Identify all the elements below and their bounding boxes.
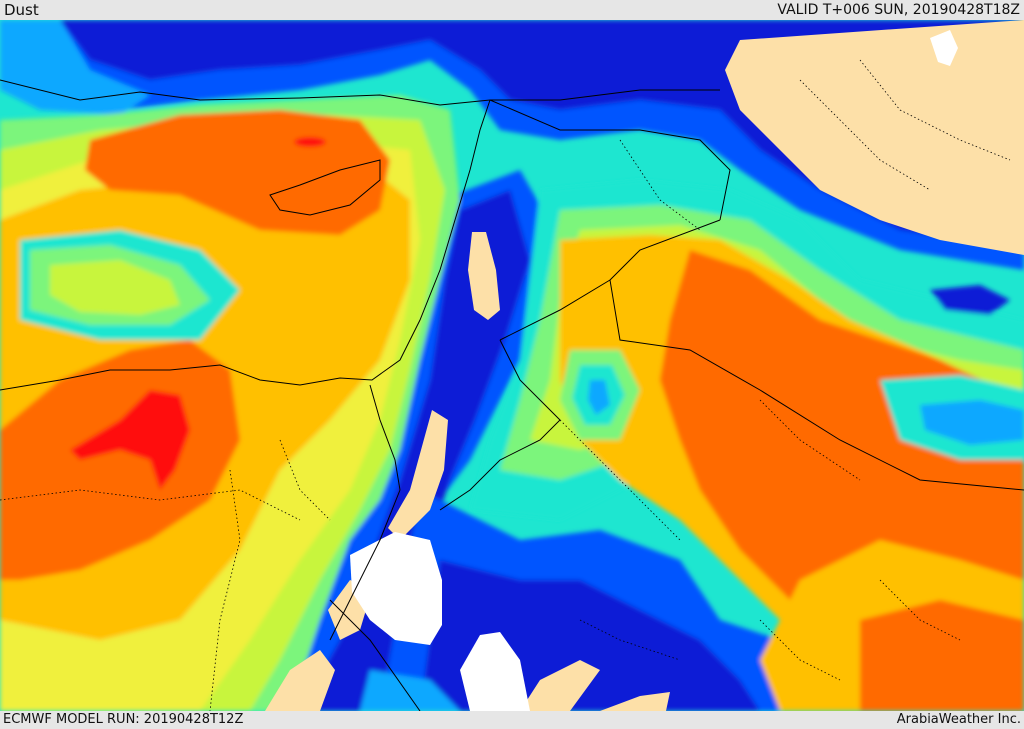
field-redsea-deep [300,190,530,711]
cyprus [269,159,381,216]
field-north-sky [0,20,150,115]
product-title: Dust [4,1,39,19]
coastline-redsea-east [439,339,561,511]
masked-land-farasan [388,410,448,540]
field-central-sky [588,380,610,415]
valid-time: VALID T+006 SUN, 20190428T18Z [777,2,1020,18]
field-south-orange [860,600,1024,711]
header-bar: Dust VALID T+006 SUN, 20190428T18Z [0,0,1024,20]
masked-land-anatolia [725,20,1024,255]
field-west-yg-patch [50,260,180,315]
credit-label: ArabiaWeather Inc. [896,712,1021,727]
field-cyprus-red [294,137,326,147]
border-egypt [369,384,401,491]
dust-field [0,20,1024,711]
field-gulf-deep [930,285,1010,315]
border-sudan [329,599,421,711]
internal-boundaries [0,59,1011,711]
footer-bar: ECMWF MODEL RUN: 20190428T12Z ArabiaWeat… [0,711,1024,729]
masked-land-south2 [520,660,600,711]
border-turkey-syria [489,99,731,221]
masked-land-yemen [600,692,670,711]
field-gulf-sky [920,400,1024,445]
no-data-ethiopia [350,532,442,645]
coastline-redsea-west [329,489,401,641]
coastline-turkey [0,79,720,106]
field-libya-red [70,390,190,490]
dust-map [0,20,1024,711]
border-jordan-saudi [499,279,1024,491]
model-run-label: ECMWF MODEL RUN: 20190428T12Z [3,712,244,727]
masked-land-sinai-strip [468,232,500,320]
borders [0,79,1024,711]
field-south-sky [360,670,460,711]
masked-land-south [265,650,335,711]
no-data-eritrea [460,632,530,711]
no-data-lake [930,30,958,66]
border-iraq [609,219,721,281]
coastline-med [0,99,491,391]
